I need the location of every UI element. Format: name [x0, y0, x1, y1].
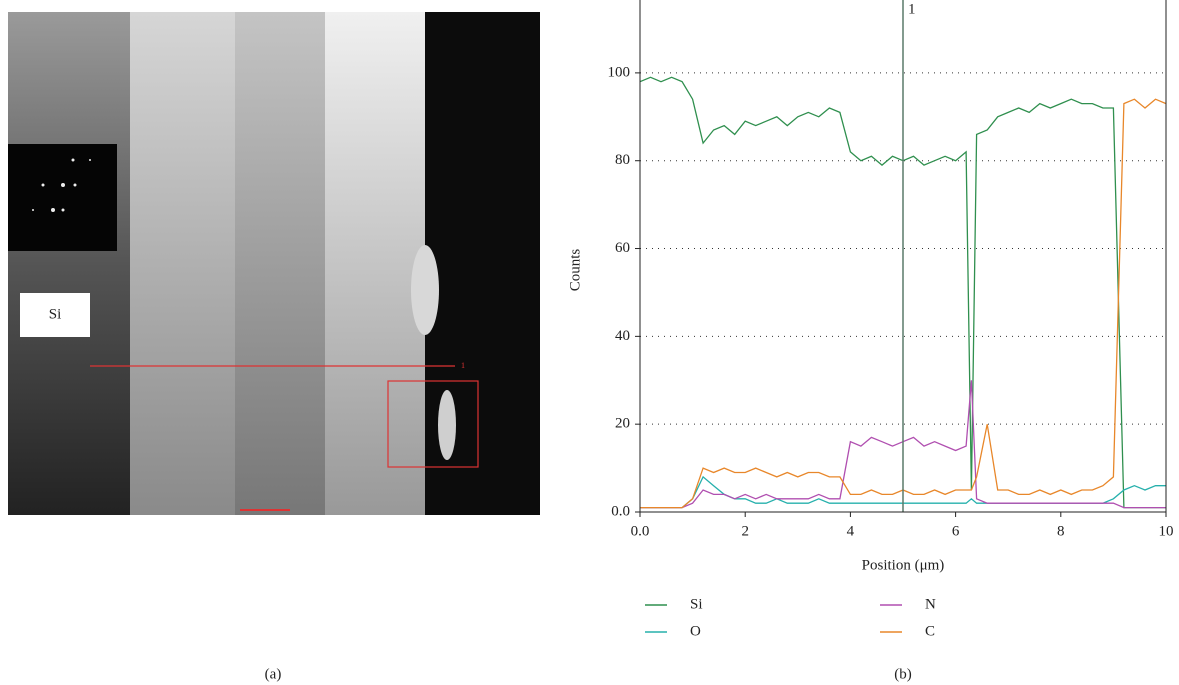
panel-caption: (b) [894, 666, 912, 682]
line-marker: 1 [461, 361, 465, 370]
annotation-label: 1 [908, 1, 916, 17]
x-tick-label: 6 [952, 523, 960, 539]
x-tick-label: 8 [1057, 523, 1065, 539]
x-tick-label: 4 [847, 523, 855, 539]
x-tick-label: 10 [1159, 523, 1174, 539]
data-line [639, 76, 1166, 509]
y-tick-label: 20 [615, 416, 630, 432]
data-line [640, 380, 1166, 509]
data-line [640, 98, 1167, 509]
legend-label: N [925, 596, 936, 612]
region-label: Si [49, 306, 62, 322]
x-tick-label: 2 [741, 523, 749, 539]
legend-label: O [690, 623, 701, 639]
panel-caption: (a) [265, 666, 282, 682]
y-tick-label: 80 [615, 152, 630, 168]
y-axis-label: Counts [567, 249, 583, 292]
x-axis-label: Position (μm) [862, 557, 945, 573]
y-tick-label: 60 [615, 240, 630, 256]
legend-label: C [925, 623, 935, 639]
y-tick-label: 0.0 [611, 503, 630, 519]
y-tick-label: 40 [615, 328, 630, 344]
y-tick-label: 100 [608, 64, 631, 80]
x-tick-label: 0.0 [631, 523, 650, 539]
micrograph: Si 1 (a) [8, 12, 540, 682]
legend-label: Si [690, 596, 703, 612]
